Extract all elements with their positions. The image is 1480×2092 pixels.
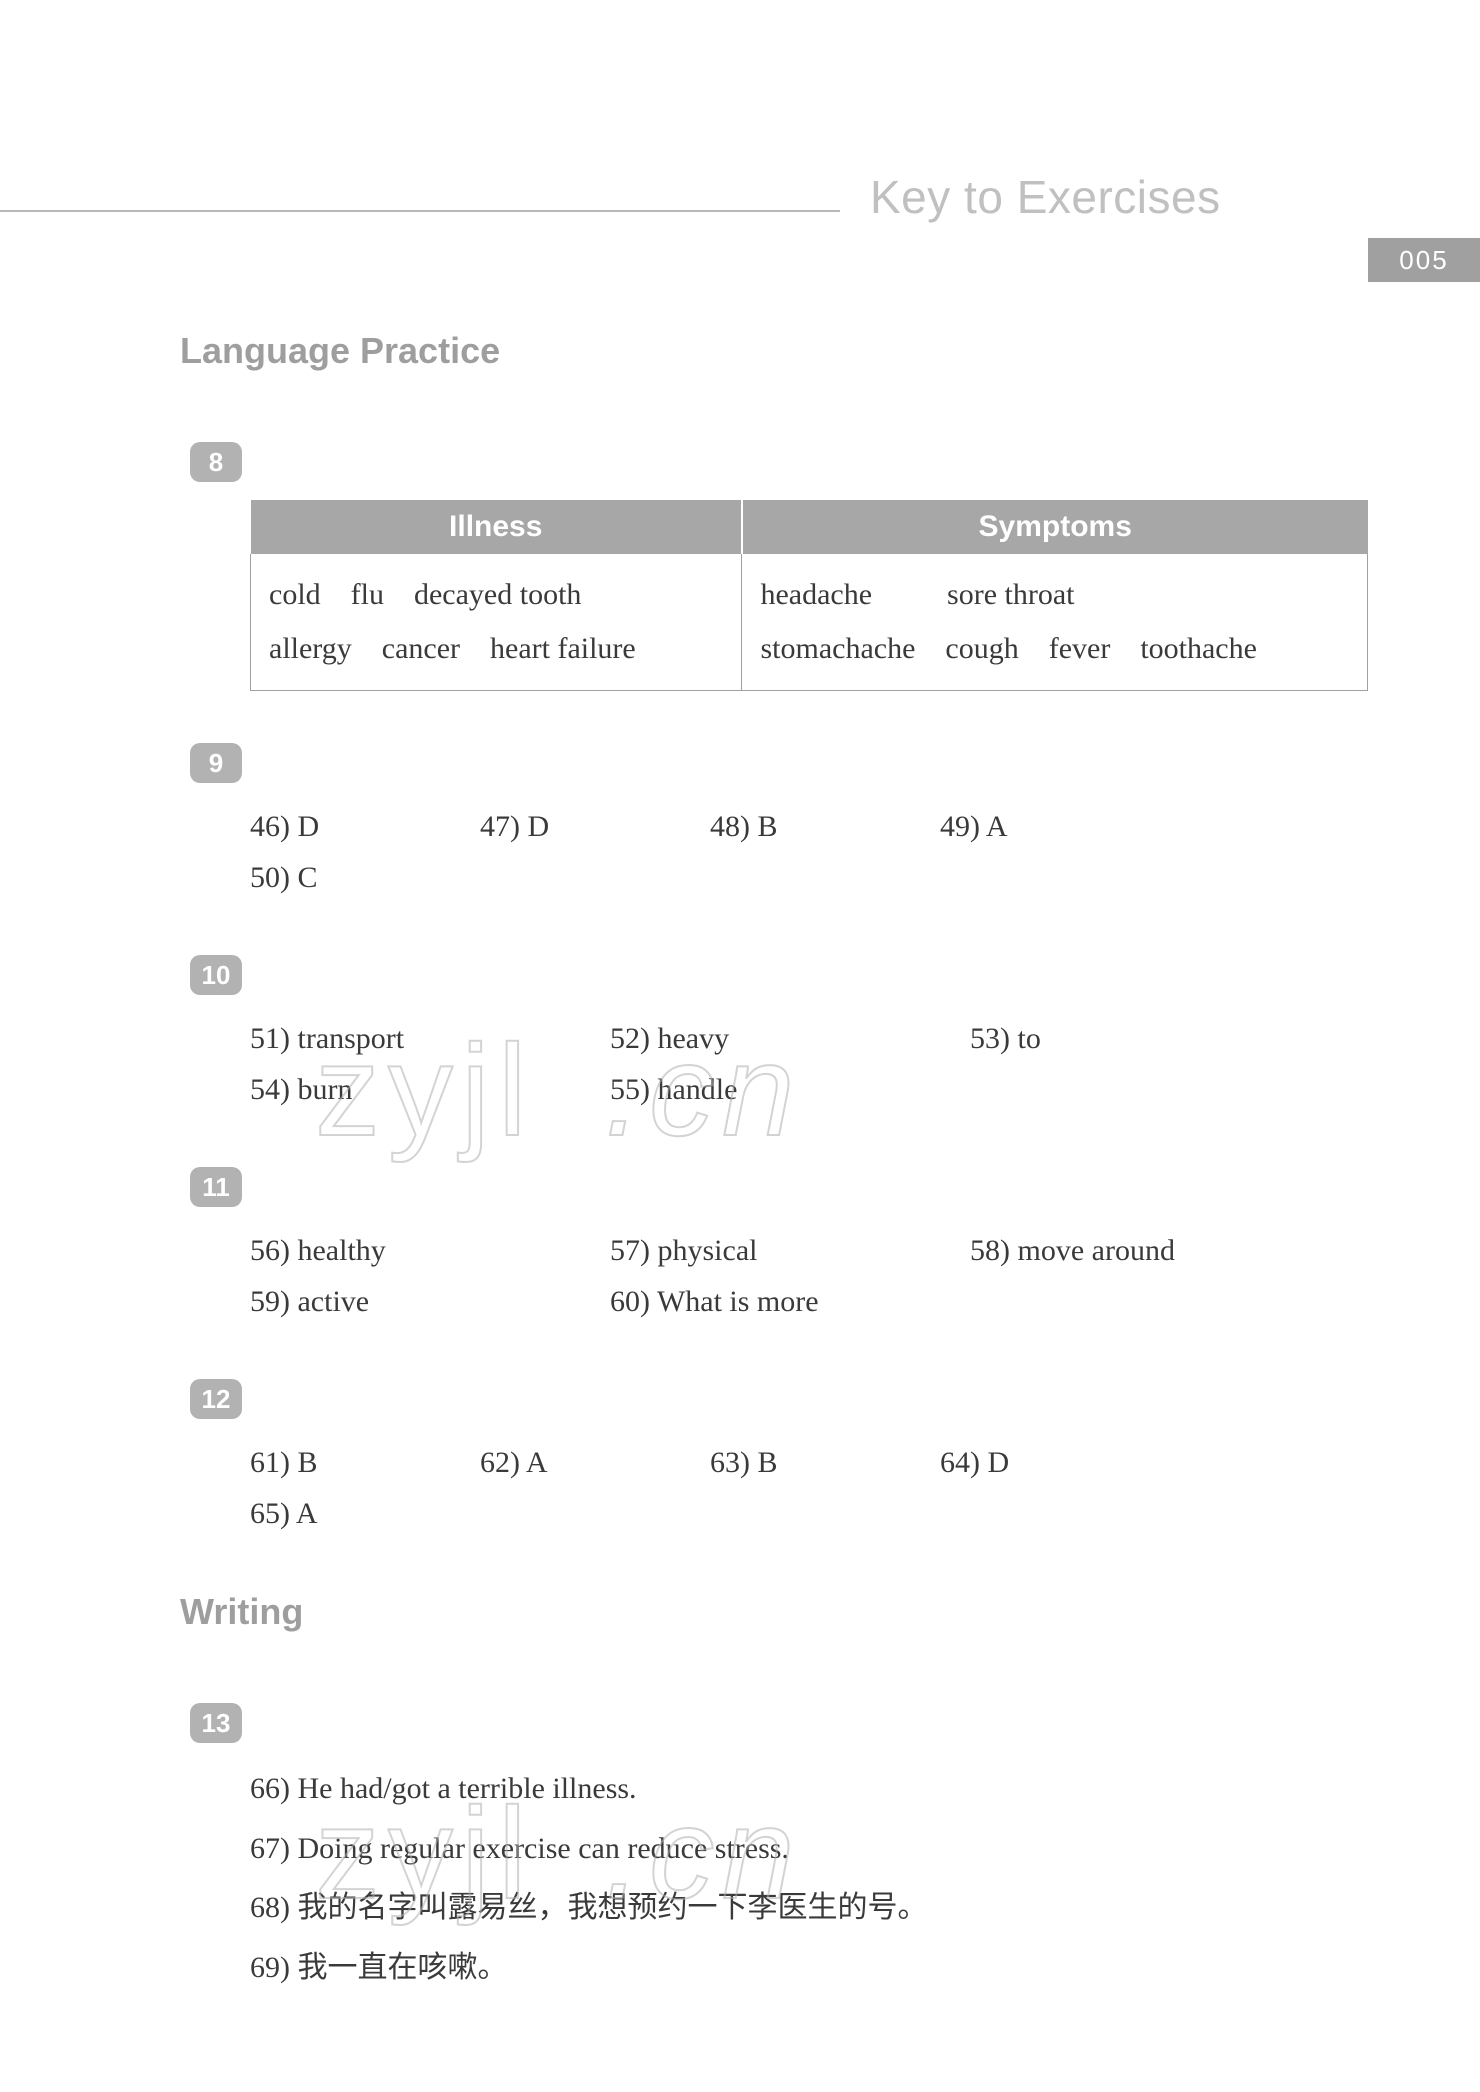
table-cell-symptoms: headache sore throatstomachache cough fe… [742,554,1368,691]
answer-line: 67) Doing regular exercise can reduce st… [250,1821,1365,1877]
badge-8: 8 [190,442,242,482]
badge-12: 12 [190,1379,242,1419]
section-heading-writing: Writing [180,1591,1365,1633]
answers-10: 51) transport52) heavy53) to 54) burn55) … [250,1013,1365,1115]
answer-item: 64) D [940,1437,1170,1488]
section-heading-language-practice: Language Practice [180,330,1365,372]
answer-item: 65) A [250,1488,480,1539]
page-content: Language Practice 8 Illness Symptoms col… [180,330,1365,1999]
answers-12: 61) B62) A63) B64) D 65) A [250,1437,1365,1539]
answer-item: 61) B [250,1437,480,1488]
question-8: 8 Illness Symptoms cold flu decayed toot… [180,442,1365,691]
header-title: Key to Exercises [870,170,1221,224]
answer-line: 68) 我的名字叫露易丝，我想预约一下李医生的号。 [250,1880,1365,1936]
answer-item: 58) move around [970,1225,1330,1276]
answer-item: 49) A [940,801,1170,852]
answer-item: 50) C [250,852,480,903]
question-9: 9 46) D47) D48) B49) A 50) C [180,743,1365,903]
table-cell-illness: cold flu decayed toothallergy cancer hea… [251,554,742,691]
answer-item: 48) B [710,801,940,852]
answer-item: 57) physical [610,1225,970,1276]
answer-item: 54) burn [250,1064,610,1115]
illness-symptoms-table: Illness Symptoms cold flu decayed tootha… [250,500,1368,691]
question-11: 11 56) healthy57) physical58) move aroun… [180,1167,1365,1327]
badge-11: 11 [190,1167,242,1207]
answer-item: 63) B [710,1437,940,1488]
answer-item: 46) D [250,801,480,852]
answer-line: 69) 我一直在咳嗽。 [250,1940,1365,1996]
answer-item: 47) D [480,801,710,852]
badge-13: 13 [190,1703,242,1743]
header-rule [0,210,840,212]
question-13: 13 66) He had/got a terrible illness.67)… [180,1703,1365,1995]
answer-item: 59) active [250,1276,610,1327]
answers-11: 56) healthy57) physical58) move around 59… [250,1225,1365,1327]
answer-item: 52) heavy [610,1013,970,1064]
badge-9: 9 [190,743,242,783]
answer-item: 53) to [970,1013,1330,1064]
answer-item: 60) What is more [610,1276,970,1327]
answers-13: 66) He had/got a terrible illness.67) Do… [250,1761,1365,1995]
question-12: 12 61) B62) A63) B64) D 65) A [180,1379,1365,1539]
table-header-symptoms: Symptoms [742,500,1368,554]
question-10: 10 51) transport52) heavy53) to 54) burn5… [180,955,1365,1115]
answer-item: 56) healthy [250,1225,610,1276]
answer-item: 51) transport [250,1013,610,1064]
answers-9: 46) D47) D48) B49) A 50) C [250,801,1365,903]
answer-line: 66) He had/got a terrible illness. [250,1761,1365,1817]
table-header-illness: Illness [251,500,742,554]
badge-10: 10 [190,955,242,995]
page-number-tab: 005 [1368,238,1480,282]
answer-item: 62) A [480,1437,710,1488]
answer-item: 55) handle [610,1064,970,1115]
